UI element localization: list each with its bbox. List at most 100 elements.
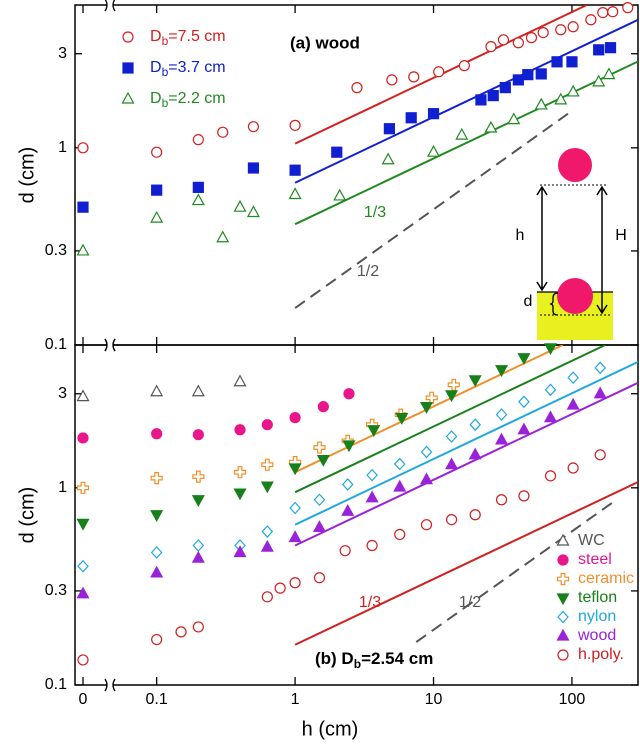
- data-point: [535, 68, 547, 80]
- data-point: [554, 92, 568, 105]
- fit-line: [294, 481, 638, 646]
- data-point: [313, 441, 326, 454]
- data-point: [507, 112, 521, 125]
- data-point: [260, 539, 274, 552]
- data-point: [593, 44, 605, 56]
- data-point: [192, 429, 204, 441]
- fit-line: [294, 361, 638, 526]
- legend-label: steel: [578, 551, 612, 568]
- data-point: [274, 582, 286, 594]
- data-point: [339, 545, 351, 557]
- data-point: [566, 397, 580, 410]
- data-point: [191, 193, 205, 206]
- data-point: [544, 470, 557, 482]
- data-point: [386, 74, 398, 86]
- annotation: d: [524, 293, 533, 310]
- data-point: [175, 626, 187, 638]
- data-point: [427, 108, 440, 120]
- fit-line: [415, 500, 615, 643]
- annotation: 1/3: [364, 204, 386, 221]
- data-point: [289, 164, 301, 176]
- data-point: [150, 565, 164, 578]
- data-point: [445, 390, 459, 403]
- data-point: [333, 188, 347, 201]
- data-point: [151, 184, 163, 196]
- fit-line: [294, 345, 606, 494]
- legend-marker: [122, 62, 134, 74]
- data-point: [288, 187, 302, 200]
- data-point: [555, 24, 567, 36]
- data-point: [192, 181, 204, 193]
- data-point: [420, 519, 433, 531]
- axis-break-gap: [107, 683, 113, 687]
- data-point: [247, 121, 260, 133]
- data-point: [484, 120, 498, 133]
- axis-break: [104, 678, 116, 692]
- data-point: [289, 119, 301, 131]
- data-point: [76, 518, 90, 531]
- arrow-h: [536, 185, 548, 292]
- data-point: [518, 395, 530, 409]
- data-point: [567, 371, 579, 385]
- panel-title: (b) Db=2.54 cm: [315, 649, 433, 671]
- data-point: [420, 402, 434, 414]
- data-point: [425, 391, 438, 404]
- legend-marker: [557, 554, 569, 566]
- y-tick-label: 0.3: [45, 242, 67, 259]
- legend-marker: [556, 533, 570, 546]
- ball-release: [558, 148, 592, 182]
- data-point: [261, 591, 273, 603]
- annotation: H: [615, 227, 627, 244]
- fit-line: [294, 60, 638, 226]
- data-point: [525, 32, 538, 44]
- data-point: [567, 21, 579, 33]
- data-point: [233, 374, 247, 387]
- y-tick-label: 1: [58, 139, 67, 156]
- data-point: [495, 365, 509, 377]
- data-point: [366, 468, 378, 482]
- x-tick-label: 10: [425, 691, 443, 708]
- data-point: [517, 353, 531, 365]
- data-point: [233, 545, 247, 558]
- data-point: [342, 440, 356, 453]
- data-point: [445, 513, 458, 526]
- data-point: [522, 69, 534, 81]
- fit-line: [294, 18, 638, 184]
- data-point: [495, 432, 509, 445]
- y-tick-label: 0.1: [45, 676, 67, 693]
- data-point: [316, 455, 330, 467]
- data-point: [469, 418, 482, 432]
- data-point: [247, 162, 260, 174]
- data-point: [383, 123, 396, 135]
- x-tick-label: 0.1: [146, 691, 168, 708]
- data-point: [512, 37, 524, 49]
- annotation: h: [516, 227, 525, 244]
- data-point: [343, 388, 355, 400]
- data-point: [246, 205, 260, 218]
- data-point: [495, 494, 508, 506]
- data-point: [455, 127, 469, 140]
- data-point: [485, 41, 497, 53]
- data-point: [517, 422, 531, 435]
- legend-label: teflon: [578, 589, 617, 606]
- y-tick-label: 1: [58, 479, 67, 496]
- data-point: [393, 457, 406, 471]
- data-point: [497, 34, 510, 46]
- data-point: [351, 82, 363, 94]
- data-point: [365, 490, 379, 503]
- data-point: [341, 504, 355, 516]
- data-point: [150, 384, 164, 397]
- data-point: [233, 199, 247, 212]
- data-point: [341, 478, 354, 491]
- data-point: [192, 621, 204, 633]
- data-point: [495, 408, 508, 422]
- data-point: [420, 445, 433, 459]
- data-point: [77, 559, 89, 573]
- data-point: [77, 201, 89, 213]
- plot-frame: [74, 344, 639, 686]
- data-point: [475, 94, 487, 106]
- data-point: [150, 510, 164, 523]
- inset-diagram: [536, 148, 613, 340]
